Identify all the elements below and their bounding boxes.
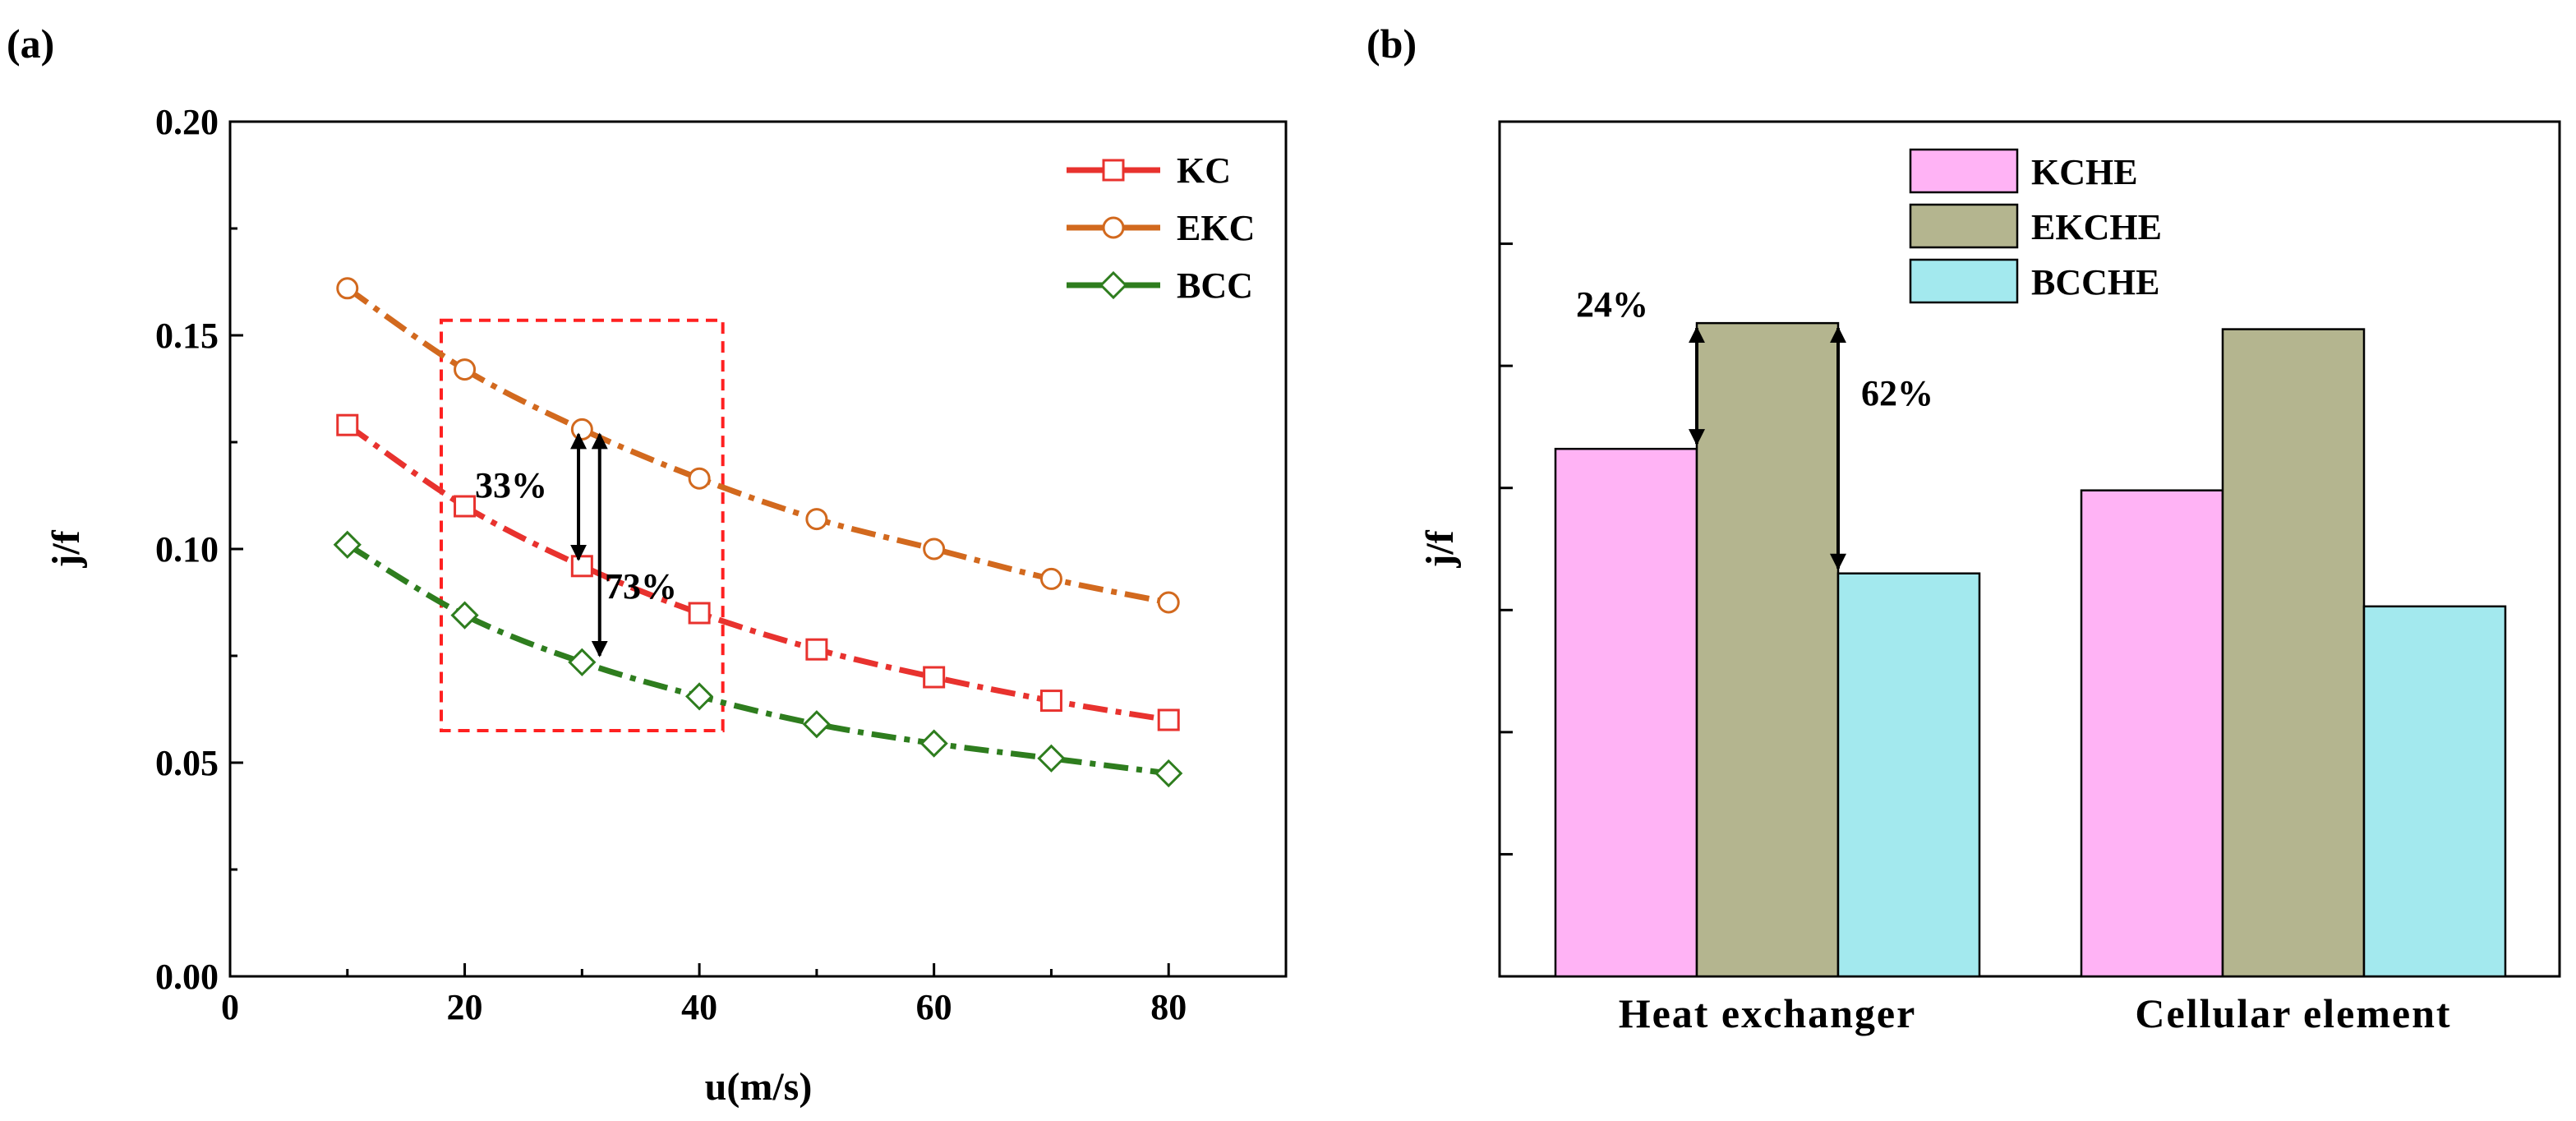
annotation-62-percent: 62% [1861, 373, 1933, 413]
data-point-ekc [570, 417, 593, 441]
legend-label-ekc: EKC [1177, 208, 1255, 248]
y-tick-label: 0.10 [155, 529, 219, 570]
panel-b-plot-frame [1498, 120, 2561, 978]
annotation-33-percent: 33% [475, 465, 547, 505]
bar-bcche-cellular-element [2362, 605, 2507, 978]
panel-b-annotations: 24% 62% [1576, 284, 1933, 570]
panel-b-bars: Heat exchanger Cellular element [1554, 321, 2507, 1036]
data-point-ekc [1157, 591, 1180, 614]
panel-a-annotations: 33% 73% [475, 432, 677, 657]
data-point-kc [1039, 690, 1062, 713]
panel-b-legend: KCHE EKCHE BCCHE [1909, 148, 2162, 304]
data-point-ekc [688, 467, 711, 490]
data-point-bcc [333, 530, 362, 559]
legend-label-bcche: BCCHE [2031, 262, 2159, 302]
data-point-bcc [1037, 744, 1066, 773]
annotation-73-percent: 73% [605, 566, 677, 607]
data-point-kc [923, 666, 946, 689]
x-tick-label: 80 [1150, 987, 1187, 1027]
x-tick-label: 20 [447, 987, 483, 1027]
legend-swatch-ekche [1909, 203, 2019, 249]
series-line-ekc [345, 285, 1169, 606]
data-point-bcc [568, 648, 597, 676]
data-point-bcc [450, 601, 479, 630]
bar-bcche-heat-exchanger [1836, 572, 1981, 978]
data-point-kc [688, 602, 711, 625]
legend-label-ekche: EKCHE [2031, 207, 2162, 247]
data-point-kc [1157, 708, 1180, 731]
data-point-kc [336, 413, 359, 436]
panel-a-line-chart: (a) 0.00 0.05 0.10 0.15 0.20 0 20 40 60 80 33% 73%… [7, 21, 1288, 1109]
panel-b-bar-chart: (b) Heat exchanger Cellular element 24% 62… [1366, 21, 2561, 1036]
data-point-bcc [1154, 759, 1183, 788]
series-line-bcc [345, 542, 1169, 777]
panel-b-label: (b) [1366, 21, 1417, 67]
data-point-bcc [802, 710, 832, 739]
panel-a-plot-frame [228, 120, 1288, 978]
data-point-bcc [684, 682, 714, 711]
legend-marker-bcc [1099, 270, 1128, 300]
data-point-ekc [805, 508, 828, 531]
panel-a-legend: KC EKC BCC [1067, 150, 1255, 306]
highlight-rect [440, 318, 725, 732]
x-tick-label: 40 [681, 987, 717, 1027]
panel-a-series [333, 277, 1183, 788]
panel-b-y-axis-title: j/f [1418, 529, 1462, 568]
y-tick-label: 0.20 [155, 102, 219, 142]
panel-a-highlight-region [440, 318, 725, 732]
y-tick-label: 0.00 [155, 957, 219, 997]
panel-a-label: (a) [7, 21, 54, 67]
bar-kche-cellular-element [2080, 489, 2224, 978]
legend-swatch-kche [1909, 148, 2019, 194]
panel-a-axis-ticks: 0.00 0.05 0.10 0.15 0.20 0 20 40 60 80 [155, 102, 1187, 1027]
data-point-kc [805, 638, 828, 661]
data-point-bcc [919, 729, 948, 758]
data-point-ekc [1039, 567, 1062, 590]
y-tick-label: 0.05 [155, 743, 219, 783]
panel-a-x-axis-title: u(m/s) [705, 1065, 813, 1109]
panel-a-y-axis-title: j/f [44, 529, 88, 568]
category-label: Heat exchanger [1619, 990, 1917, 1036]
x-tick-label: 0 [221, 987, 239, 1027]
legend-label-kc: KC [1177, 150, 1231, 191]
legend-label-bcc: BCC [1177, 265, 1253, 306]
data-point-ekc [454, 358, 477, 381]
category-label: Cellular element [2135, 990, 2451, 1036]
y-tick-label: 0.15 [155, 316, 219, 356]
legend-marker-ekc [1102, 216, 1125, 239]
x-tick-label: 60 [916, 987, 952, 1027]
data-point-ekc [336, 277, 359, 300]
annotation-24-percent: 24% [1576, 284, 1648, 325]
data-point-ekc [923, 537, 946, 560]
bar-ekche-cellular-element [2221, 328, 2366, 978]
legend-label-kche: KCHE [2031, 152, 2138, 192]
panel-b-axis-ticks [1500, 242, 1513, 856]
bar-ekche-heat-exchanger [1695, 321, 1840, 978]
legend-marker-kc [1102, 159, 1125, 182]
data-point-kc [454, 495, 477, 518]
bar-kche-heat-exchanger [1554, 447, 1698, 978]
data-point-kc [570, 555, 593, 578]
legend-swatch-bcche [1909, 258, 2019, 304]
